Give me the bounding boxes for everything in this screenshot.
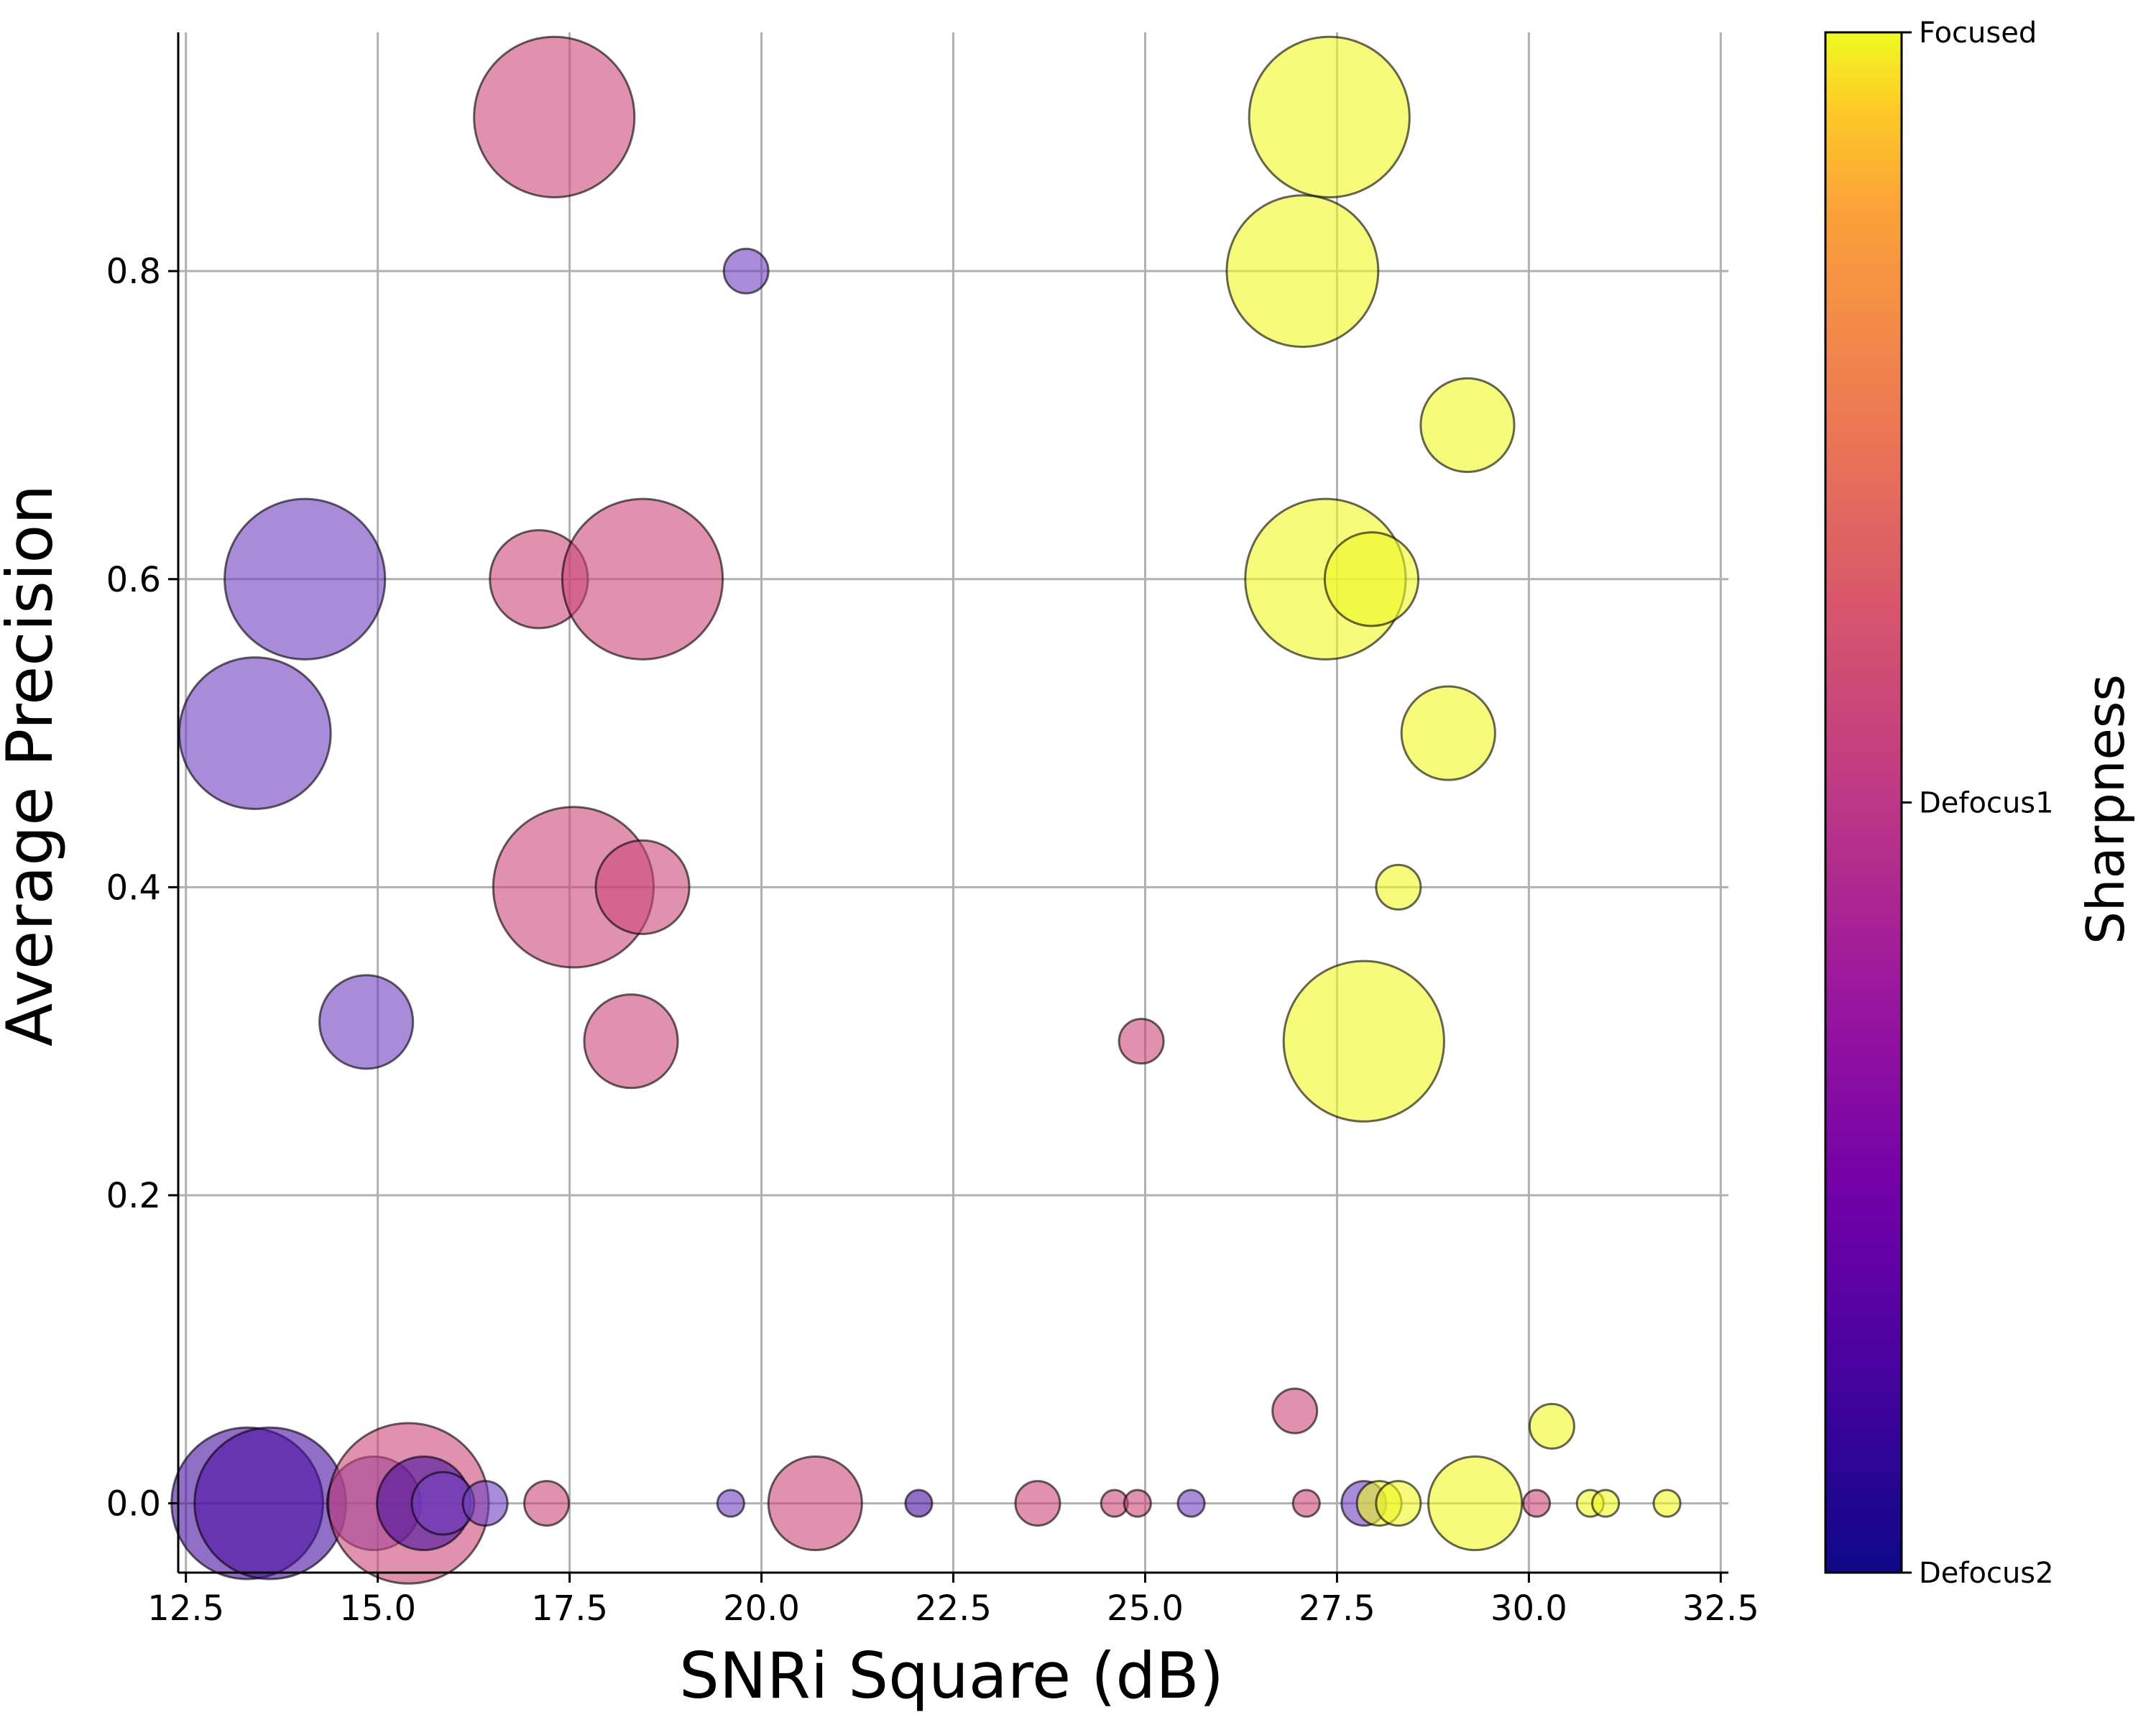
scatter-point [561, 497, 724, 661]
scatter-point [1521, 1489, 1552, 1518]
data-points [170, 35, 1682, 1585]
grid-lines [178, 32, 1728, 1573]
scatter-point [1176, 1489, 1206, 1518]
x-axis-title: SNRi Square (dB) [679, 1639, 1224, 1713]
x-tick-label: 22.5 [915, 1588, 992, 1629]
scatter-point [1248, 35, 1411, 198]
scatter-point [1123, 1489, 1152, 1518]
colorbar: Defocus2 Defocus1 Focused Sharpness [1824, 17, 2136, 1590]
y-tick-label: 0.6 [106, 560, 161, 600]
scatter-point [1400, 685, 1496, 781]
scatter-point [1271, 1387, 1319, 1435]
y-axis-title: Average Precision [0, 484, 67, 1046]
scatter-point [722, 247, 770, 295]
colorbar-ticks: Defocus2 Defocus1 Focused [1902, 17, 2054, 1590]
x-tick-label: 17.5 [531, 1588, 608, 1629]
scatter-point [904, 1489, 934, 1518]
scatter-point [1291, 1489, 1321, 1518]
scatter-point [1652, 1489, 1682, 1518]
scatter-point [583, 993, 679, 1090]
colorbar-tick-label: Focused [1919, 17, 2037, 50]
scatter-point [1225, 194, 1380, 349]
y-tick-label: 0.0 [106, 1484, 161, 1524]
colorbar-tick-label: Defocus1 [1919, 787, 2054, 820]
scatter-point [461, 1480, 509, 1527]
colorbar-title: Sharpness [2076, 674, 2136, 944]
x-tick-label: 12.5 [147, 1588, 224, 1629]
scatter-point [1118, 1018, 1165, 1065]
scatter-point [716, 1489, 745, 1518]
scatter-point [1427, 1455, 1524, 1552]
x-tick-label: 27.5 [1299, 1588, 1376, 1629]
scatter-point [473, 35, 636, 198]
scatter-point [1419, 377, 1516, 474]
y-tick-label: 0.4 [106, 868, 161, 908]
x-axis-ticks: 12.5 15.0 17.5 20.0 22.5 25.0 27.5 30.0 32.5 [147, 1573, 1759, 1629]
scatter-point [178, 656, 332, 810]
scatter-point [1282, 960, 1445, 1123]
scatter-point [767, 1455, 863, 1552]
scatter-point [1014, 1480, 1061, 1527]
scatter-point [523, 1480, 571, 1527]
scatter-point [318, 974, 415, 1070]
y-tick-label: 0.2 [106, 1176, 161, 1216]
y-axis-ticks: 0.0 0.2 0.4 0.6 0.8 [106, 252, 178, 1524]
scatter-point [594, 839, 691, 935]
scatter-point [1591, 1489, 1621, 1518]
scatter-point [224, 497, 387, 661]
x-tick-label: 32.5 [1682, 1588, 1759, 1629]
scatter-point [1528, 1402, 1575, 1450]
x-tick-label: 30.0 [1491, 1588, 1567, 1629]
x-tick-label: 20.0 [723, 1588, 800, 1629]
colorbar-gradient [1824, 31, 1903, 1574]
x-tick-label: 25.0 [1107, 1588, 1184, 1629]
colorbar-tick-label: Defocus2 [1919, 1557, 2054, 1590]
scatter-point [193, 1426, 348, 1581]
scatter-point [1323, 531, 1420, 627]
y-tick-label: 0.8 [106, 252, 161, 292]
x-tick-label: 15.0 [339, 1588, 416, 1629]
scatter-point [1375, 1480, 1422, 1527]
scatter-point [1375, 863, 1422, 911]
